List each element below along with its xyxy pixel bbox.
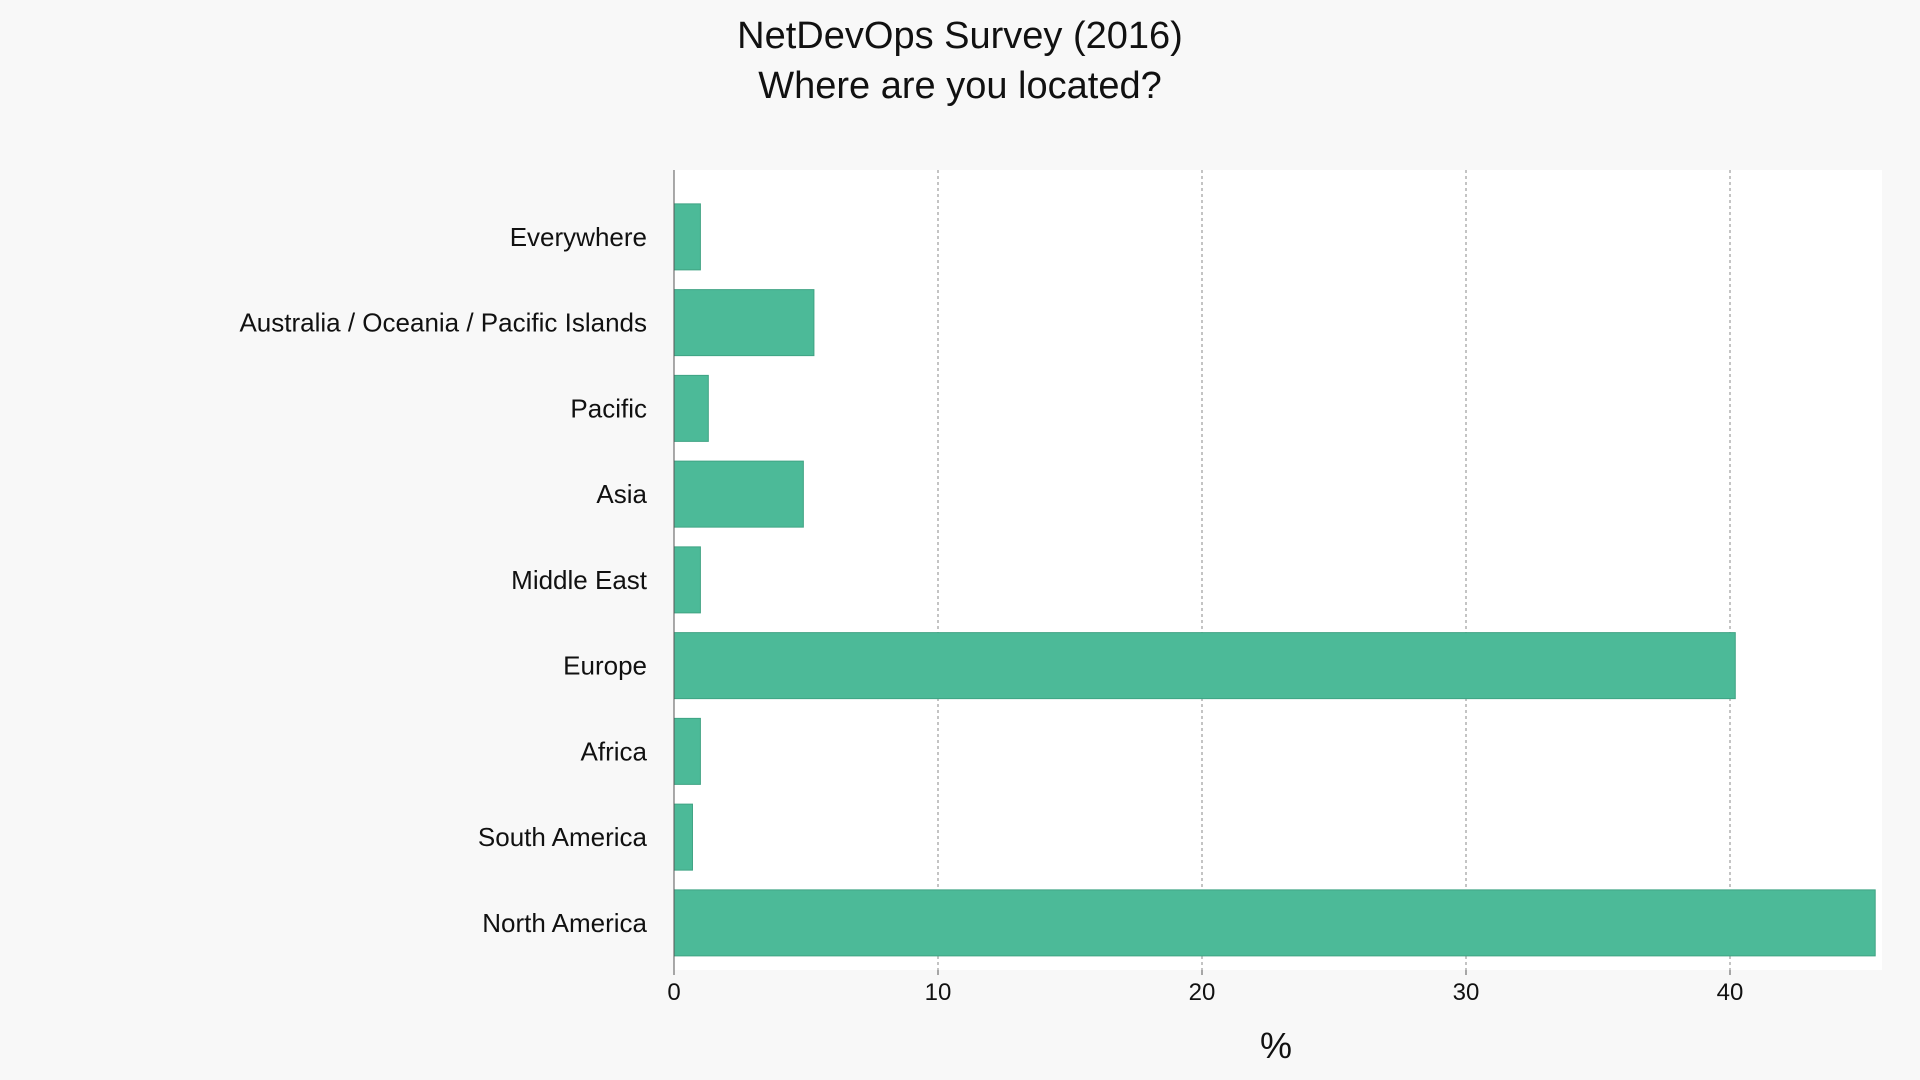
x-tick-label-20: 20 [1189, 979, 1216, 1006]
category-label: Africa [581, 736, 648, 766]
x-tick-labels: 0 10 20 30 40 [667, 970, 1743, 1006]
x-tick-label-0: 0 [667, 979, 680, 1006]
category-label: South America [478, 822, 648, 852]
category-label: Everywhere [510, 222, 647, 252]
bar-pacific [673, 374, 709, 442]
chart-title: NetDevOps Survey (2016) [737, 15, 1183, 57]
bar-australia-oceania-pacific-islands [673, 289, 815, 357]
bar-africa [673, 717, 701, 785]
category-label: Asia [596, 479, 647, 509]
x-axis-label: % [1260, 1025, 1292, 1066]
x-tick-label-10: 10 [925, 979, 952, 1006]
bar-asia [673, 460, 804, 528]
category-label: Europe [563, 651, 647, 681]
category-label: Australia / Oceania / Pacific Islands [239, 308, 647, 338]
category-label: Pacific [570, 393, 647, 423]
grid-lines [937, 170, 1731, 970]
bar-middle-east [673, 546, 701, 614]
category-label: Middle East [511, 565, 648, 595]
plot-area [674, 170, 1882, 970]
x-tick-label-40: 40 [1717, 979, 1744, 1006]
chart-subtitle: Where are you located? [758, 65, 1161, 107]
category-label: North America [482, 908, 647, 938]
x-tick-label-30: 30 [1453, 979, 1480, 1006]
bars [673, 203, 1876, 957]
bar-north-america [673, 889, 1876, 957]
y-tick-labels: Everywhere Australia / Oceania / Pacific … [239, 222, 647, 938]
bar-everywhere [673, 203, 701, 271]
bar-europe [673, 632, 1736, 700]
bar-south-america [673, 803, 693, 871]
